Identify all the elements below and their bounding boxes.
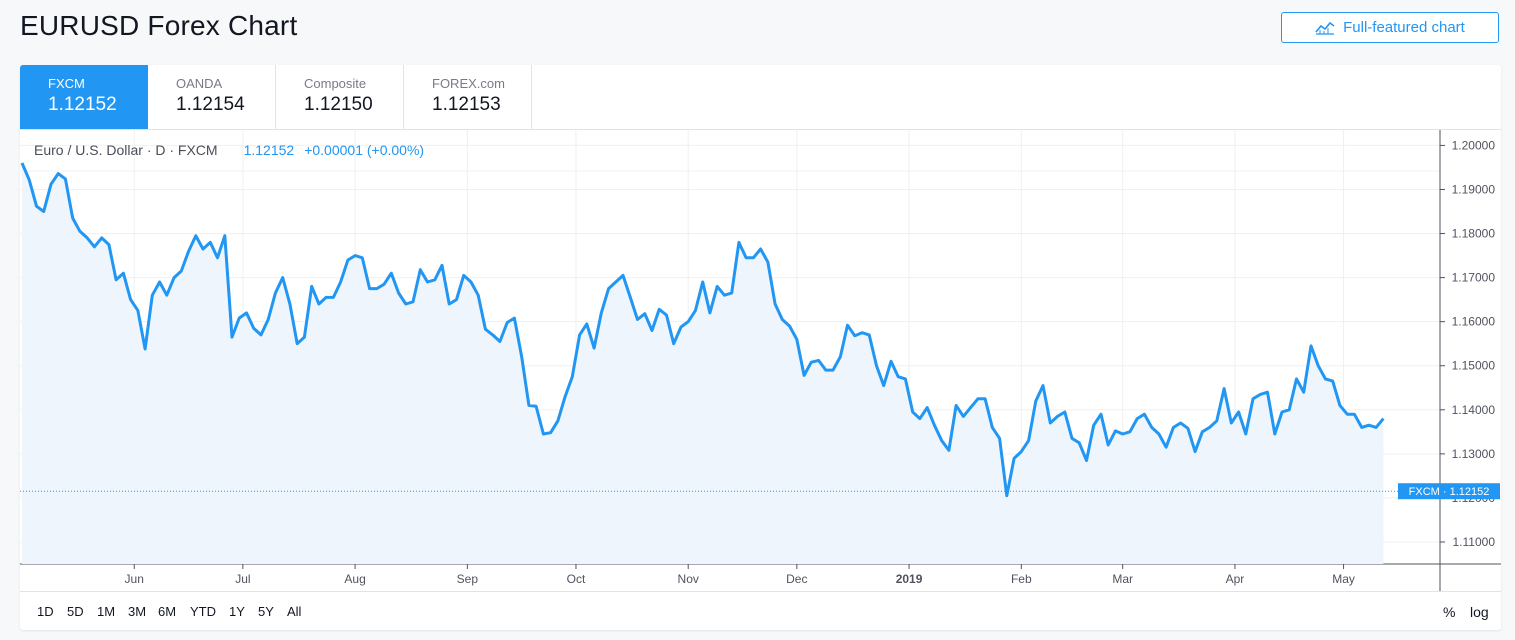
full-featured-chart-button[interactable]: Full-featured chart — [1281, 12, 1499, 43]
x-tick-label: 2019 — [896, 572, 923, 586]
y-tick-label: 1.17000 — [1452, 271, 1496, 285]
chart-line-icon — [1315, 21, 1335, 35]
y-tick-label: 1.15000 — [1452, 359, 1496, 373]
tab-value: 1.12154 — [176, 94, 245, 115]
y-tick-label: 1.19000 — [1452, 182, 1496, 196]
price-chart[interactable]: 1.20000 1.19000 1.18000 1.17000 1.16000 1.150… — [20, 65, 1501, 591]
series-area — [22, 163, 1384, 564]
tab-composite[interactable]: Composite 1.12150 — [276, 65, 404, 129]
x-tick-label: Oct — [567, 572, 586, 586]
price-tag-label: FXCM · 1.12152 — [1409, 486, 1490, 498]
tab-name: OANDA — [176, 76, 223, 91]
range-5y[interactable]: 5Y — [258, 604, 274, 619]
x-tick-label: Sep — [457, 572, 479, 586]
series-line — [20, 162, 1385, 498]
legend-change: +0.00001 (+0.00%) — [304, 142, 425, 158]
x-tick-label: Jun — [125, 572, 144, 586]
range-all[interactable]: All — [287, 604, 302, 619]
legend-symbol: Euro / U.S. Dollar · D · FXCM — [34, 142, 218, 158]
tab-name: FOREX.com — [432, 76, 505, 91]
x-tick-label: Mar — [1112, 572, 1133, 586]
range-ytd[interactable]: YTD — [190, 604, 216, 619]
tab-forex-com[interactable]: FOREX.com 1.12153 — [404, 65, 532, 129]
tab-value: 1.12150 — [304, 94, 373, 115]
range-bar: 1D 5D 1M 3M 6M YTD 1Y 5Y All % log — [20, 591, 1501, 630]
range-5d[interactable]: 5D — [67, 604, 84, 619]
range-6m[interactable]: 6M — [158, 604, 177, 619]
percent-scale-toggle[interactable]: % — [1443, 604, 1456, 620]
x-tick-label: May — [1332, 572, 1355, 586]
range-3m[interactable]: 3M — [128, 604, 147, 619]
y-tick-label: 1.13000 — [1452, 447, 1496, 461]
x-tick-label: Feb — [1011, 572, 1032, 586]
y-tick-label: 1.16000 — [1452, 315, 1496, 329]
x-tick-label: Jul — [235, 572, 250, 586]
tab-oanda[interactable]: OANDA 1.12154 — [148, 65, 276, 129]
x-tick-label: Dec — [786, 572, 807, 586]
range-1m[interactable]: 1M — [97, 604, 116, 619]
tab-name: FXCM — [48, 76, 85, 91]
legend-price: 1.12152 — [243, 142, 295, 158]
tabs-divider — [20, 129, 1501, 130]
log-scale-toggle[interactable]: log — [1470, 604, 1489, 620]
chart-card: FXCM 1.12152 OANDA 1.12154 Composite 1.1… — [20, 65, 1501, 630]
y-tick-label: 1.14000 — [1452, 403, 1496, 417]
tab-fxcm[interactable]: FXCM 1.12152 — [20, 65, 148, 129]
y-tick-label: 1.20000 — [1452, 138, 1496, 152]
range-1d[interactable]: 1D — [37, 604, 54, 619]
range-1y[interactable]: 1Y — [229, 604, 245, 619]
y-tick-label: 1.11000 — [1453, 535, 1496, 549]
page-title: EURUSD Forex Chart — [20, 10, 298, 41]
tab-name: Composite — [304, 76, 367, 91]
y-tick-label: 1.18000 — [1452, 227, 1496, 241]
tab-value: 1.12153 — [432, 94, 501, 115]
x-tick-label: Apr — [1226, 572, 1245, 586]
tab-value: 1.12152 — [48, 94, 117, 115]
x-tick-label: Nov — [678, 572, 699, 586]
source-tabs: FXCM 1.12152 OANDA 1.12154 Composite 1.1… — [20, 65, 532, 129]
full-featured-chart-label: Full-featured chart — [1343, 19, 1465, 36]
price-tag — [1398, 483, 1500, 500]
x-tick-label: Aug — [344, 572, 365, 586]
chart-legend: Euro / U.S. Dollar · D · FXCM 1.12152 +0… — [34, 142, 424, 158]
